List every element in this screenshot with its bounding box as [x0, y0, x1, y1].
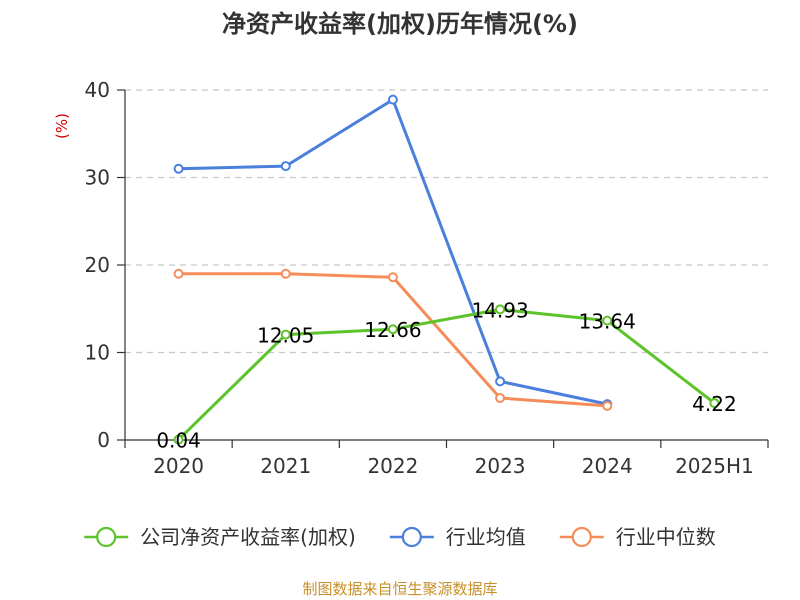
data-point[interactable]	[602, 400, 613, 411]
legend[interactable]: 公司净资产收益率(加权) 行业均值 行业中位数	[84, 525, 716, 549]
data-point[interactable]	[495, 304, 506, 315]
series-line	[177, 307, 716, 442]
data-point[interactable]	[709, 398, 720, 409]
legend-label: 行业中位数	[616, 525, 716, 549]
legend-marker-icon	[571, 526, 592, 548]
data-point[interactable]	[387, 324, 398, 335]
legend-item-1[interactable]: 行业均值	[389, 525, 526, 549]
data-labels: 0.04 12.05 12.66 14.93 13.64 4.22	[156, 298, 736, 452]
data-label: 13.64	[579, 310, 636, 334]
legend-label: 公司净资产收益率(加权)	[140, 525, 356, 549]
data-point[interactable]	[602, 315, 613, 326]
x-tick-label: 2021	[260, 454, 311, 478]
series-lines	[173, 94, 720, 445]
x-tick-label: 2025H1	[675, 454, 754, 478]
data-label: 4.22	[692, 392, 737, 416]
data-point[interactable]	[280, 329, 291, 340]
y-tick-label: 40	[85, 78, 110, 102]
data-point[interactable]	[173, 268, 184, 279]
x-tick-label: 2020	[153, 454, 204, 478]
data-label: 12.05	[257, 324, 314, 348]
data-point[interactable]	[173, 434, 184, 445]
data-point[interactable]	[280, 161, 291, 172]
series-1	[173, 94, 613, 410]
legend-item-2[interactable]: 行业中位数	[559, 525, 716, 549]
series-2	[173, 268, 613, 411]
data-label: 0.04	[156, 429, 201, 453]
source-note: 制图数据来自恒生聚源数据库	[302, 580, 497, 598]
y-tick-label: 0	[97, 428, 110, 452]
legend-marker-icon	[401, 526, 422, 548]
series-line	[177, 98, 609, 406]
chart-title: 净资产收益率(加权)历年情况(%)	[222, 10, 578, 38]
legend-marker-icon	[96, 526, 117, 548]
y-axis-unit-label: (%)	[53, 113, 71, 139]
data-point[interactable]	[387, 272, 398, 283]
legend-label: 行业均值	[446, 525, 526, 549]
data-label: 12.66	[364, 318, 421, 342]
data-point[interactable]	[387, 94, 398, 105]
y-tick-label: 30	[85, 166, 110, 190]
y-tick-label: 10	[85, 341, 110, 365]
data-point[interactable]	[173, 163, 184, 174]
x-tick-label: 2023	[475, 454, 526, 478]
x-tick-label: 2022	[367, 454, 418, 478]
data-label: 14.93	[471, 298, 528, 322]
data-point[interactable]	[495, 393, 506, 403]
x-tick-label: 2024	[582, 454, 633, 478]
legend-item-0[interactable]: 公司净资产收益率(加权)	[84, 525, 356, 549]
series-0	[173, 304, 720, 445]
grid-lines	[125, 89, 768, 354]
data-point[interactable]	[495, 376, 506, 387]
y-tick-label: 20	[85, 253, 110, 277]
data-point[interactable]	[280, 268, 291, 279]
axes: 0 10 20 30 40 2020 2021 2022 2023 2024 2025H1	[85, 78, 769, 478]
